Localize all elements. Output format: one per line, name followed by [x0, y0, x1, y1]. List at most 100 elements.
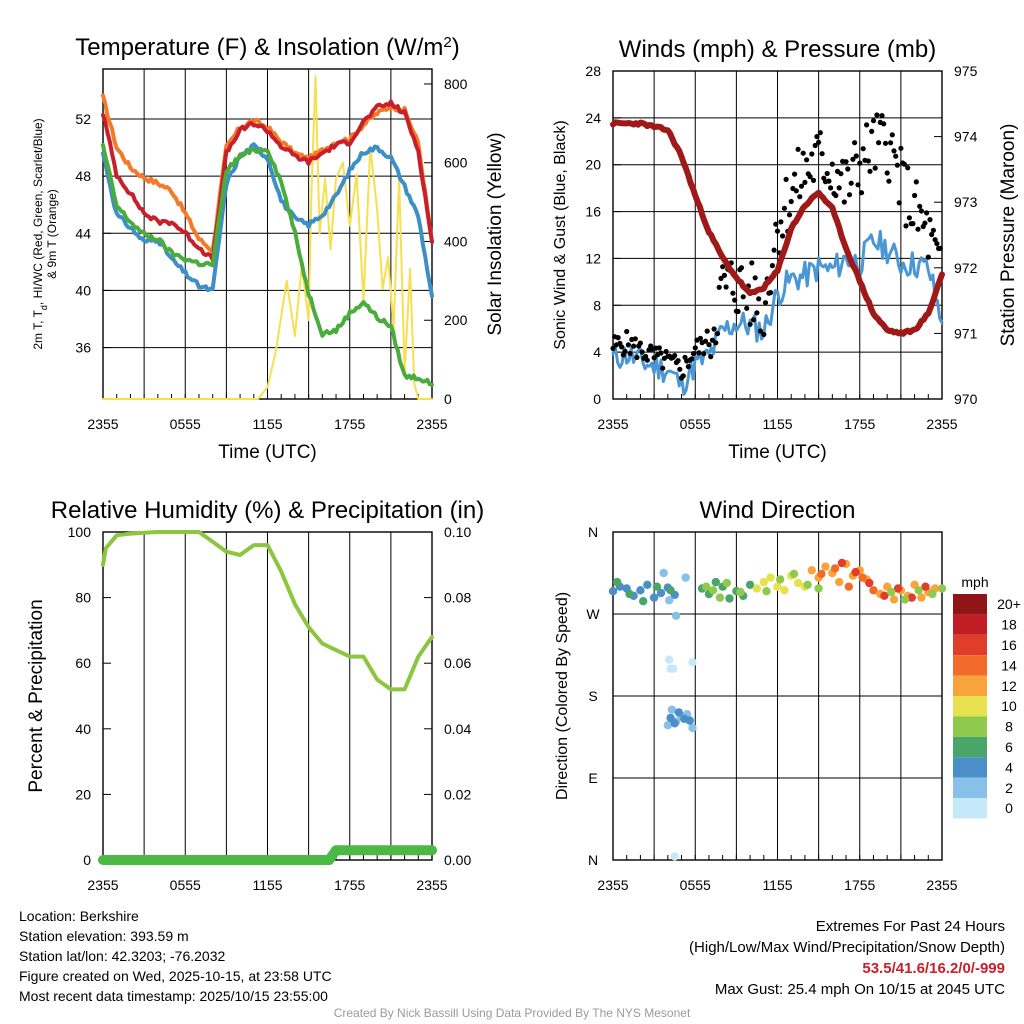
dir-title: Wind Direction	[699, 497, 855, 524]
gust-point	[882, 140, 889, 146]
dir-scatter-point	[803, 580, 812, 589]
speed-legend-swatch	[953, 777, 987, 798]
dir-scatter-point	[715, 593, 725, 602]
gust-point	[619, 344, 625, 350]
gust-point	[869, 128, 875, 134]
gust-point	[786, 212, 793, 218]
dir-scatter-point	[759, 577, 768, 587]
temp-x-label: Time (UTC)	[218, 442, 317, 463]
gust-point	[807, 174, 813, 180]
gust-point	[771, 247, 777, 253]
precip-series-line	[98, 845, 437, 865]
rh-y2-tick-label: 0.10	[444, 524, 471, 540]
gust-point	[677, 366, 683, 372]
insolation-series-line	[102, 75, 433, 400]
dir-scatter-point	[893, 584, 903, 593]
dir-scatter-point	[928, 589, 937, 599]
dir-scatter-point	[636, 586, 645, 595]
gust-point	[732, 297, 738, 303]
gust-point	[858, 190, 865, 196]
gust-point	[865, 158, 871, 164]
gust-point	[795, 146, 801, 152]
pressure-series-line	[610, 119, 945, 337]
dir-scatter-point	[773, 582, 782, 591]
gust-point	[824, 170, 830, 177]
speed-legend-label: 20+	[997, 596, 1021, 612]
rh-y2-tick-label: 0.02	[444, 786, 471, 802]
gust-point	[744, 305, 750, 311]
temp-y-label-line2: & 9m T (Orange)	[45, 189, 59, 279]
gust-point	[857, 160, 863, 166]
rh-y2-tick-label: 0.00	[444, 852, 471, 868]
gust-point	[833, 192, 839, 199]
credit-text: Created By Nick Bassill Using Data Provi…	[333, 1006, 691, 1020]
wind-y-tick-label: 12	[585, 250, 601, 266]
gust-point	[721, 272, 728, 278]
temp-x-tick-label: 1755	[334, 416, 365, 432]
gust-point	[817, 130, 823, 136]
dir-scatter-point	[889, 595, 899, 604]
temp-y2-tick-label: 800	[444, 76, 468, 92]
gust-point	[829, 161, 835, 167]
dir-scatter-point	[670, 852, 679, 861]
wind-y2-tick-label: 975	[954, 63, 978, 79]
dir-scatter-point	[688, 723, 697, 733]
dir-scatter-point	[844, 582, 853, 591]
temp-y-tick-label: 40	[75, 282, 91, 298]
gust-point	[841, 199, 847, 205]
dir-scatter-point	[907, 593, 916, 602]
dir-scatter-point	[666, 586, 675, 595]
speed-legend-label: 4	[1005, 759, 1013, 775]
temp-y-tick-label: 36	[75, 340, 91, 356]
gust-point	[848, 180, 854, 186]
gust-point	[922, 220, 928, 226]
wind-y2-tick-label: 971	[954, 325, 978, 341]
dir-x-tick-label: 0555	[680, 877, 711, 893]
gust-point	[798, 183, 805, 189]
gust-point	[925, 254, 931, 260]
gust-point	[906, 215, 913, 221]
gust-point	[720, 264, 726, 270]
gust-point	[850, 156, 856, 162]
gust-point	[826, 178, 832, 184]
rh-x-tick-label: 1755	[334, 877, 365, 893]
temp-y-label-line1: 2m T, Td, HI/WC (Red, Green, Scarlet/Blu…	[31, 118, 49, 349]
gust-point	[870, 118, 877, 124]
gust-point	[894, 162, 901, 168]
speed-legend-label: 2	[1005, 780, 1013, 796]
gust-point	[651, 355, 657, 361]
gust-point	[927, 217, 933, 223]
gust-point	[685, 364, 692, 370]
dir-scatter-point	[776, 575, 785, 584]
gust-point	[852, 140, 858, 146]
dir-scatter-point	[639, 597, 648, 606]
gust-point	[792, 171, 798, 177]
gust-point	[804, 157, 810, 163]
wind-y-tick-label: 24	[585, 110, 601, 126]
gust-point	[672, 352, 678, 359]
gust-point	[627, 350, 633, 357]
rh-y-tick-label: 100	[68, 524, 92, 540]
max-gust-text: Max Gust: 25.4 mph On 10/15 at 2045 UTC	[714, 981, 1005, 998]
speed-legend-label: 16	[1001, 637, 1017, 653]
dir-scatter-point	[736, 587, 745, 597]
extremes-legend: (High/Low/Max Wind/Precipitation/Snow De…	[689, 939, 1005, 956]
rh-x-tick-label: 2355	[87, 877, 118, 893]
dir-scatter-point	[937, 584, 947, 593]
gust-point	[932, 237, 938, 243]
dir-scatter-point	[665, 655, 674, 664]
dir-scatter-point	[858, 573, 867, 582]
rh-x-tick-label: 0555	[170, 877, 201, 893]
gust-point	[663, 348, 669, 355]
gust-point	[774, 228, 781, 234]
rh-y2-tick-label: 0.06	[444, 655, 471, 671]
gust-point	[718, 275, 724, 281]
dir-y-tick-label: W	[586, 606, 600, 622]
speed-legend-label: 0	[1005, 800, 1013, 816]
dir-scatter-point	[745, 580, 755, 589]
dir-scatter-point	[851, 567, 860, 577]
wind-x-tick-label: 2355	[926, 416, 957, 432]
gust-point	[903, 223, 909, 229]
speed-legend-swatch	[953, 696, 987, 717]
dir-scatter-point	[659, 568, 668, 578]
